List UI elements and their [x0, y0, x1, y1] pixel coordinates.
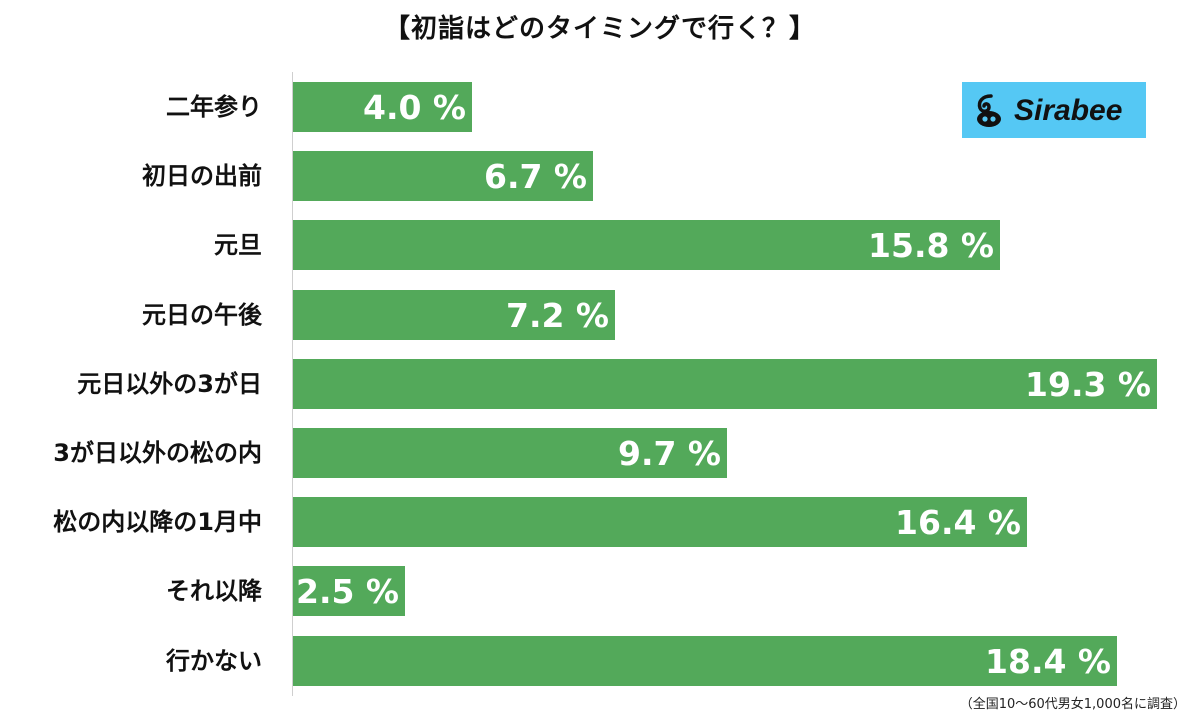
bar-row: 元旦 15.8 % — [0, 220, 1200, 270]
category-label: 3が日以外の松の内 — [53, 439, 262, 467]
value-label: 16.4 % — [895, 503, 1021, 542]
value-label: 2.5 % — [295, 572, 399, 611]
bar: 9.7 % — [293, 428, 727, 478]
bar: 16.4 % — [293, 497, 1027, 547]
bar-row: それ以降 2.5 % — [0, 566, 1200, 616]
category-label: それ以降 — [166, 577, 262, 605]
category-label: 行かない — [166, 647, 262, 675]
bar-row: 松の内以降の1月中 16.4 % — [0, 497, 1200, 547]
bar-row: 元日以外の3が日 19.3 % — [0, 359, 1200, 409]
value-label: 4.0 % — [362, 88, 466, 127]
value-label: 15.8 % — [868, 226, 994, 265]
value-label: 19.3 % — [1025, 365, 1151, 404]
sirabee-swirl-icon — [977, 94, 1001, 127]
category-label: 元旦 — [214, 231, 262, 259]
axis-line — [292, 72, 293, 696]
bar-row: 行かない 18.4 % — [0, 636, 1200, 686]
chart-title: 【初詣はどのタイミングで行く？】 — [383, 14, 816, 44]
bar-row: 初日の出前 6.7 % — [0, 151, 1200, 201]
value-label: 6.7 % — [483, 157, 587, 196]
category-label: 松の内以降の1月中 — [53, 508, 262, 536]
bar: 18.4 % — [293, 636, 1117, 686]
bar: 15.8 % — [293, 220, 1000, 270]
category-label: 二年参り — [166, 93, 262, 121]
bar: 2.5 % — [293, 566, 405, 616]
bar-row: 3が日以外の松の内 9.7 % — [0, 428, 1200, 478]
category-label: 初日の出前 — [142, 162, 262, 190]
footnote: （全国10〜60代男女1,000名に調査） — [959, 697, 1186, 712]
bar-row: 二年参り 4.0 % — [0, 82, 1200, 132]
value-label: 18.4 % — [985, 642, 1111, 681]
sirabee-logo: Sirabee — [962, 82, 1146, 138]
bar-row: 元日の午後 7.2 % — [0, 290, 1200, 340]
value-label: 7.2 % — [505, 296, 609, 335]
bar: 19.3 % — [293, 359, 1157, 409]
value-label: 9.7 % — [617, 434, 721, 473]
bar: 7.2 % — [293, 290, 615, 340]
logo-text: Sirabee — [1014, 94, 1123, 127]
bar: 4.0 % — [293, 82, 472, 132]
category-label: 元日の午後 — [142, 301, 262, 329]
bar: 6.7 % — [293, 151, 593, 201]
category-label: 元日以外の3が日 — [77, 370, 262, 398]
